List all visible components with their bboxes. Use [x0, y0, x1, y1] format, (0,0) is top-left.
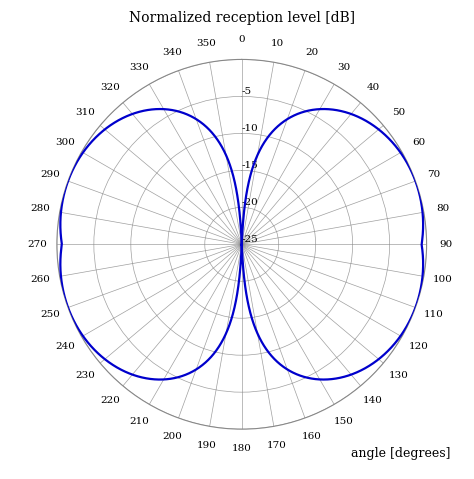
Text: angle [degrees]: angle [degrees]: [351, 447, 450, 460]
Title: Normalized reception level [dB]: Normalized reception level [dB]: [128, 11, 355, 24]
